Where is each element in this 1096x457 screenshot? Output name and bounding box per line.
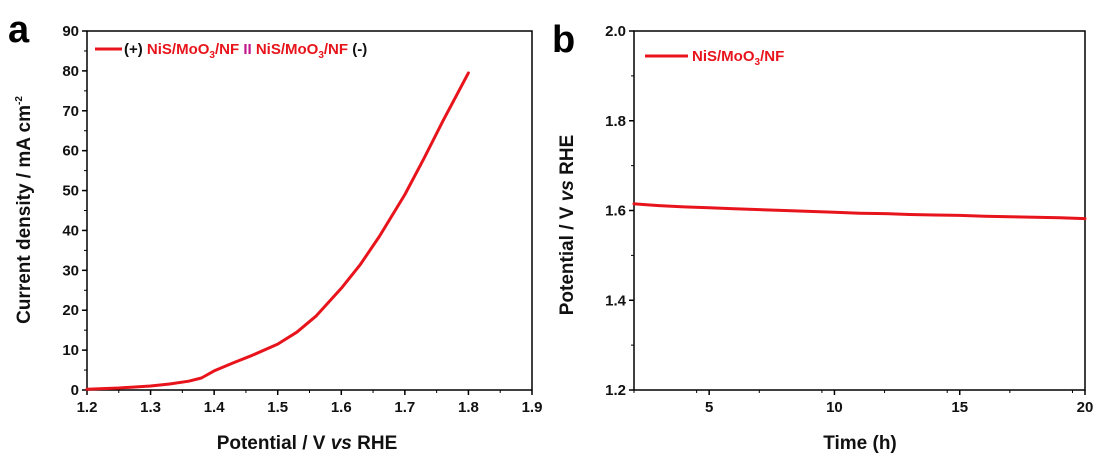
- legend-a-sub1: 3: [209, 50, 215, 61]
- legend-a-name1: NiS/MoO: [147, 41, 210, 58]
- x-tick-label: 1.6: [331, 399, 352, 416]
- y-axis-label-a: Current density / mA cm-2: [14, 96, 35, 324]
- legend-a-sub2: 3: [318, 50, 324, 61]
- x-axis-label-a-part1: Potential / V: [217, 433, 331, 454]
- legend-a-tail: (-): [348, 41, 367, 58]
- legend-b-name: NiS/MoO: [692, 48, 755, 65]
- legend-a-suffix1: /NF: [215, 41, 239, 58]
- x-tick-label: 1.2: [77, 399, 98, 416]
- legend-a-name2: NiS/MoO: [256, 41, 319, 58]
- y-axis-label-b-vs: vs: [557, 180, 578, 201]
- legend-a-prefix: (+): [124, 41, 147, 58]
- legend-a-separator: II: [239, 41, 256, 58]
- y-tick-label: 1.8: [605, 113, 626, 130]
- y-tick-label: 0: [71, 382, 79, 399]
- y-tick-label: 20: [62, 302, 79, 319]
- legend-a-suffix2: /NF: [324, 41, 348, 58]
- x-tick-label: 1.7: [394, 399, 415, 416]
- y-tick-label: 30: [62, 262, 79, 279]
- y-axis-label-a-sup: -2: [14, 96, 25, 105]
- x-tick-label: 1.4: [204, 399, 226, 416]
- legend-b-text: NiS/MoO3/NF: [692, 48, 784, 68]
- series-line: [85, 71, 470, 391]
- y-axis-label-b: Potential / V vs RHE: [557, 135, 578, 316]
- panel-label-b: b: [552, 19, 575, 61]
- y-tick-label: 1.2: [605, 382, 626, 399]
- y-axis-label-a-main: Current density / mA cm: [14, 105, 35, 324]
- y-tick-label: 80: [62, 63, 79, 80]
- x-axis-label-a: Potential / V vs RHE: [217, 433, 398, 454]
- y-axis-label-b-part3: RHE: [557, 135, 578, 180]
- y-tick-label: 2.0: [605, 23, 626, 40]
- x-axis-label-b: Time (h): [823, 433, 897, 454]
- y-tick-label: 60: [62, 143, 79, 160]
- panel-label-a: a: [8, 9, 30, 51]
- legend-b-suffix: /NF: [760, 48, 784, 65]
- y-tick-label: 50: [62, 183, 79, 200]
- y-tick-label: 10: [62, 342, 79, 359]
- x-tick-label: 10: [826, 399, 843, 416]
- legend-a-text: (+) NiS/MoO3/NF II NiS/MoO3/NF (-): [124, 41, 367, 61]
- x-tick-label: 1.9: [522, 399, 543, 416]
- y-tick-label: 70: [62, 103, 79, 120]
- plot-frame: [633, 30, 1086, 391]
- plot-frame: [86, 30, 533, 391]
- x-axis-label-a-part3: RHE: [352, 433, 397, 454]
- x-tick-label: 1.8: [458, 399, 479, 416]
- legend-b-sub: 3: [755, 57, 761, 68]
- y-tick-label: 1.4: [605, 292, 627, 309]
- x-tick-label: 1.5: [267, 399, 288, 416]
- chart-a: 1.2 1.3 1.4 1.5 1.6 1.7 1.8 1.9 0 10 20 30 40 50 60 70 8…: [62, 23, 542, 416]
- x-tick-label: 5: [705, 399, 713, 416]
- y-axis-label-b-part1: Potential / V: [557, 201, 578, 315]
- x-axis-label-a-vs: vs: [331, 433, 352, 454]
- x-tick-label: 1.3: [140, 399, 161, 416]
- series-line: [632, 202, 1087, 221]
- x-tick-label: 20: [1077, 399, 1094, 416]
- y-tick-label: 40: [62, 222, 79, 239]
- x-tick-label: 15: [951, 399, 968, 416]
- chart-b: 5 10 15 20 1.2 1.4 1.6 1.8 2.0: [605, 23, 1093, 416]
- y-tick-label: 90: [62, 23, 79, 40]
- y-tick-label: 1.6: [605, 203, 626, 220]
